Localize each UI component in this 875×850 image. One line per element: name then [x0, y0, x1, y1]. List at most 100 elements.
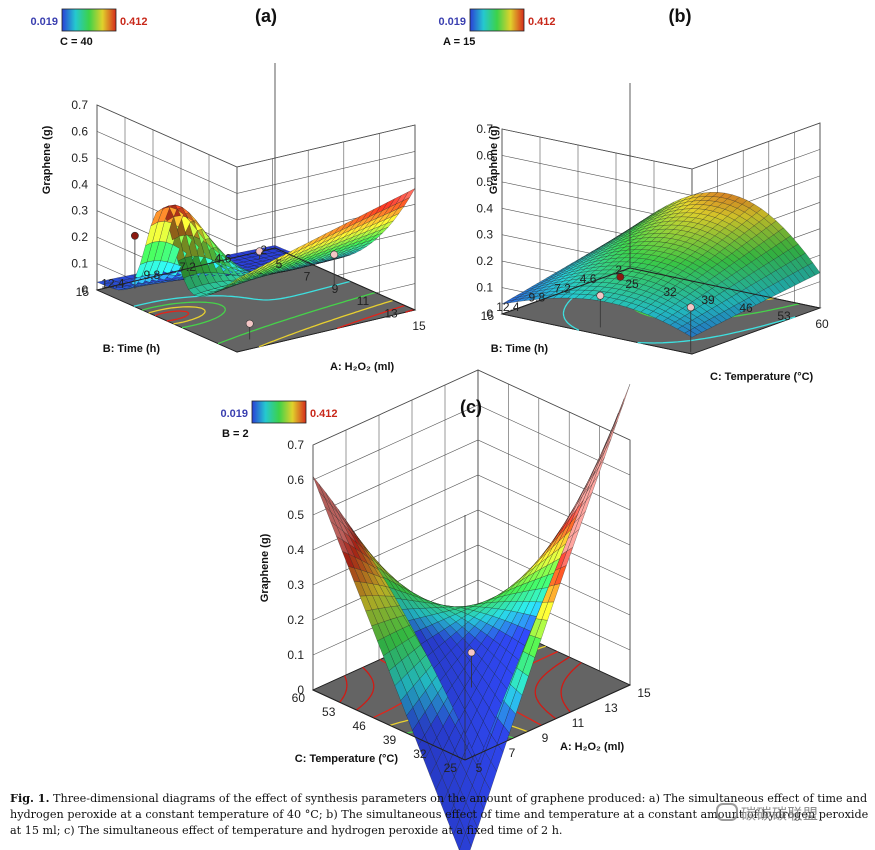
- grid-line: [312, 579, 631, 656]
- z-tick-label: 0.7: [71, 98, 88, 112]
- grid-line: [96, 104, 416, 168]
- panel-label: (b): [669, 6, 692, 26]
- y-tick-label: 60: [292, 691, 306, 705]
- z-tick-label: 0.4: [476, 201, 493, 215]
- axis-line-y: [312, 689, 466, 761]
- y-tick-label: 7.2: [179, 260, 196, 274]
- x-axis-title: A: H₂O₂ (ml): [560, 741, 624, 753]
- z-tick-label: 0.3: [71, 204, 88, 218]
- x-tick-label: 9: [332, 282, 339, 296]
- fixed-factor-label: B = 2: [222, 428, 249, 440]
- z-tick-label: 0: [81, 283, 88, 297]
- y-tick-label: 4.6: [580, 272, 597, 286]
- grid-line: [96, 131, 416, 194]
- fixed-factor-label: A = 15: [443, 36, 475, 48]
- watermark-text: 碳碳碳联盟: [741, 805, 819, 823]
- z-tick-label: 0.1: [71, 257, 88, 271]
- x-tick-label: 9: [542, 731, 549, 745]
- contour-line: [154, 304, 406, 330]
- x-axis-title: A: H₂O₂ (ml): [330, 361, 394, 373]
- colorbar-max-label: 0.412: [310, 408, 338, 420]
- z-tick-label: 0.6: [71, 124, 88, 138]
- contour-line: [148, 299, 394, 348]
- y-axis-title: C: Temperature (°C): [295, 753, 399, 765]
- y-tick-label: 25: [444, 761, 458, 775]
- z-tick-label: 0.4: [287, 543, 304, 557]
- design-point: [330, 250, 339, 259]
- surface-cell: [96, 280, 110, 285]
- z-tick-label: 0.3: [287, 578, 304, 592]
- colorbar: [61, 8, 117, 32]
- z-tick-label: 0: [297, 683, 304, 697]
- y-tick-label: 12.4: [101, 277, 125, 291]
- contour-line: [133, 280, 351, 307]
- grid-line: [312, 404, 631, 481]
- y-tick-label: 2: [615, 263, 622, 277]
- z-tick-label: 0.1: [287, 648, 304, 662]
- z-tick-label: 0.3: [476, 228, 493, 242]
- colorbar-max-label: 0.412: [528, 16, 556, 28]
- panel-label: (c): [460, 397, 482, 417]
- x-tick-label: 39: [701, 293, 715, 307]
- colorbar-min-label: 0.019: [438, 16, 466, 28]
- colorbar: [469, 8, 525, 32]
- x-tick-label: 11: [572, 716, 585, 730]
- y-tick-label: 2: [260, 243, 267, 257]
- caption-label: Fig. 1.: [10, 791, 50, 805]
- z-axis-title: Graphene (g): [41, 125, 53, 194]
- z-tick-label: 0.7: [287, 438, 304, 452]
- y-tick-label: 53: [322, 705, 336, 719]
- axis-line-y: [501, 267, 631, 315]
- z-tick-label: 0.5: [476, 175, 493, 189]
- z-tick-label: 0.2: [476, 254, 493, 268]
- x-axis-title: C: Temperature (°C): [710, 371, 814, 383]
- x-tick-label: 7: [509, 746, 516, 760]
- z-tick-label: 0.6: [476, 148, 493, 162]
- y-axis-title: B: Time (h): [103, 343, 161, 355]
- x-tick-label: 15: [412, 319, 426, 333]
- fixed-factor-label: C = 40: [60, 36, 93, 48]
- y-tick-label: 7.2: [554, 281, 571, 295]
- z-tick-label: 0.5: [287, 508, 304, 522]
- colorbar: [251, 400, 307, 424]
- grid-line: [501, 122, 821, 170]
- design-point: [616, 272, 625, 281]
- design-point: [467, 648, 476, 657]
- response-surface: [96, 187, 416, 297]
- y-axis-title: B: Time (h): [491, 343, 549, 355]
- response-surface: [312, 383, 631, 850]
- colorbar-min-label: 0.019: [30, 16, 58, 28]
- x-tick-label: 13: [384, 307, 398, 321]
- z-axis-title: Graphene (g): [488, 125, 500, 194]
- z-axis-title: Graphene (g): [259, 533, 271, 602]
- chart-c: 0 0.1 0.2 0.3 0.4 0.5 0.6 0.7 5 7 9 11 13 15 25 32 39 46 5…: [220, 369, 651, 850]
- x-tick-label: 25: [625, 277, 639, 291]
- axis-line-x: [629, 267, 821, 309]
- figure-caption: Fig. 1. Three-dimensional diagrams of th…: [10, 790, 870, 839]
- design-point: [596, 291, 605, 300]
- z-tick-label: 0.6: [287, 473, 304, 487]
- z-tick-label: 0.4: [71, 177, 88, 191]
- z-tick-label: 0.5: [71, 151, 88, 165]
- design-point: [255, 247, 264, 256]
- grid-line: [96, 157, 416, 221]
- colorbar-max-label: 0.412: [120, 16, 148, 28]
- x-tick-label: 32: [663, 285, 677, 299]
- watermark: 碳碳碳联盟: [716, 803, 819, 824]
- y-tick-label: 15: [481, 309, 495, 323]
- z-tick-label: 0: [486, 307, 493, 321]
- grid-line: [312, 439, 631, 516]
- y-tick-label: 46: [352, 719, 366, 733]
- y-tick-label: 12.4: [496, 300, 520, 314]
- x-tick-label: 13: [604, 701, 618, 715]
- surface-cell: [471, 734, 484, 763]
- surface-cell: [501, 299, 515, 305]
- x-tick-label: 53: [777, 309, 791, 323]
- design-point: [686, 303, 695, 312]
- axis-line-y: [96, 247, 276, 291]
- x-tick-label: 5: [276, 257, 283, 271]
- contour-line: [142, 291, 376, 345]
- y-tick-label: 9.8: [529, 291, 546, 305]
- panel-label: (a): [255, 6, 277, 26]
- chart-a: 0 0.1 0.2 0.3 0.4 0.5 0.6 0.7 5 7 9 11 13 15 2 4.6 7.2 9.…: [30, 6, 426, 373]
